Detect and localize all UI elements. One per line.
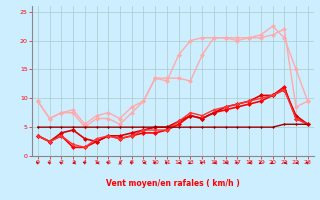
X-axis label: Vent moyen/en rafales ( km/h ): Vent moyen/en rafales ( km/h )	[106, 179, 240, 188]
